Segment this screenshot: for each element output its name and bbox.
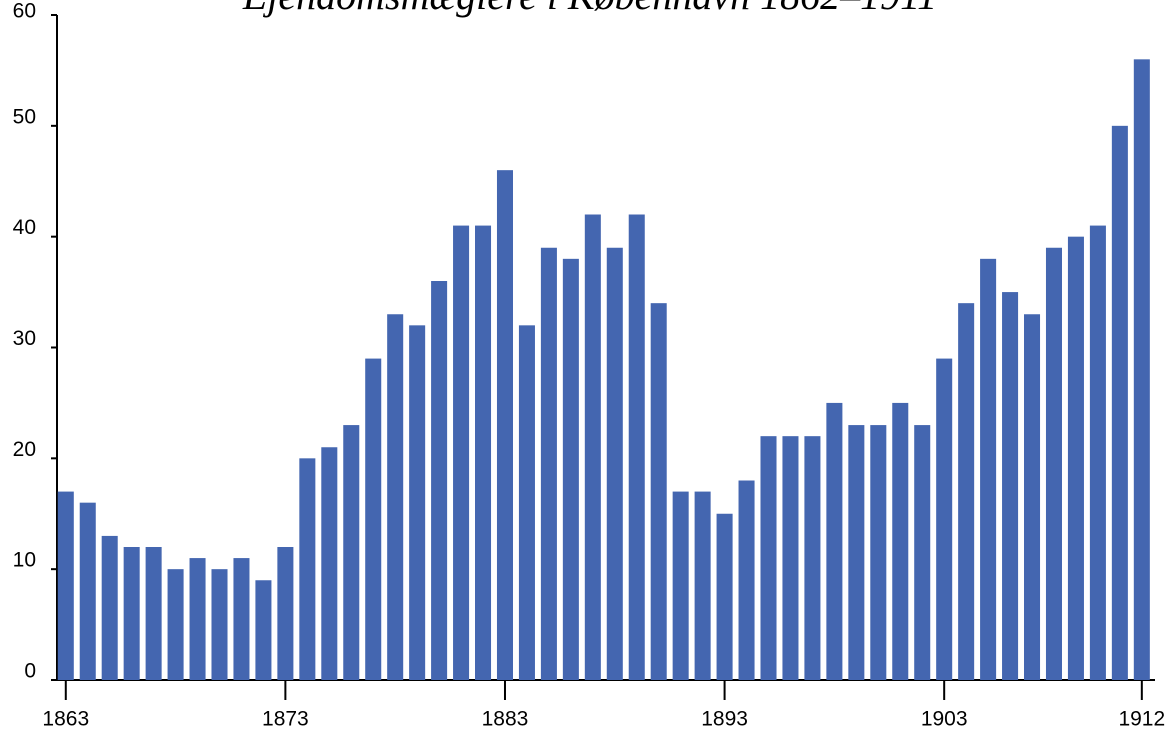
bar <box>299 458 316 680</box>
bar <box>958 303 975 680</box>
bar <box>1024 314 1041 680</box>
x-tick-label: 1883 <box>482 708 529 731</box>
y-tick-label: 10 <box>13 549 36 572</box>
bar <box>1002 292 1019 680</box>
bar <box>211 569 228 680</box>
bar <box>936 358 953 680</box>
x-tick-label: 1893 <box>701 708 748 731</box>
chart-title: Ejendomsmæglere i København 1862–1911 <box>242 0 937 18</box>
bar <box>826 402 843 680</box>
bar <box>189 558 206 680</box>
y-tick-label: 40 <box>13 216 36 239</box>
bar <box>145 547 162 680</box>
bar <box>672 491 689 680</box>
bar <box>1111 125 1128 681</box>
bar <box>892 402 909 680</box>
x-tick-label: 1863 <box>42 708 89 731</box>
bar <box>540 247 557 680</box>
bar <box>321 447 338 680</box>
x-tick-label: 1903 <box>921 708 968 731</box>
bar <box>409 325 426 680</box>
bar <box>914 425 931 680</box>
bar <box>606 247 623 680</box>
bar <box>1067 236 1084 680</box>
bar <box>365 358 382 680</box>
bar <box>584 214 601 680</box>
bar <box>1089 225 1106 681</box>
bar <box>716 513 733 680</box>
bar <box>101 535 118 680</box>
bar <box>123 547 140 680</box>
bar <box>167 569 184 680</box>
bar <box>980 258 997 680</box>
bar <box>650 303 667 680</box>
y-tick-label: 20 <box>13 438 36 461</box>
bar <box>562 258 579 680</box>
y-tick-label: 0 <box>24 660 36 683</box>
y-tick-label: 30 <box>13 327 36 350</box>
bar <box>496 170 513 680</box>
bar <box>453 225 470 681</box>
bar <box>255 580 272 680</box>
bar <box>848 425 865 680</box>
bar <box>760 436 777 680</box>
bar <box>870 425 887 680</box>
x-tick-label: 1873 <box>262 708 309 731</box>
bar <box>233 558 250 680</box>
bar <box>277 547 294 680</box>
bar <box>738 480 755 680</box>
bar <box>782 436 799 680</box>
bar <box>1133 59 1150 681</box>
bar <box>628 214 645 680</box>
bar <box>57 491 74 680</box>
bar <box>387 314 404 680</box>
bar <box>343 425 360 680</box>
bar <box>1045 247 1062 680</box>
bar <box>518 325 535 680</box>
x-tick-label: 1912 <box>1118 708 1165 731</box>
y-tick-label: 60 <box>13 0 36 23</box>
bar <box>694 491 711 680</box>
bar <box>804 436 821 680</box>
bar <box>431 281 448 680</box>
bar <box>475 225 492 681</box>
bar <box>79 502 96 680</box>
y-tick-label: 50 <box>13 105 36 128</box>
